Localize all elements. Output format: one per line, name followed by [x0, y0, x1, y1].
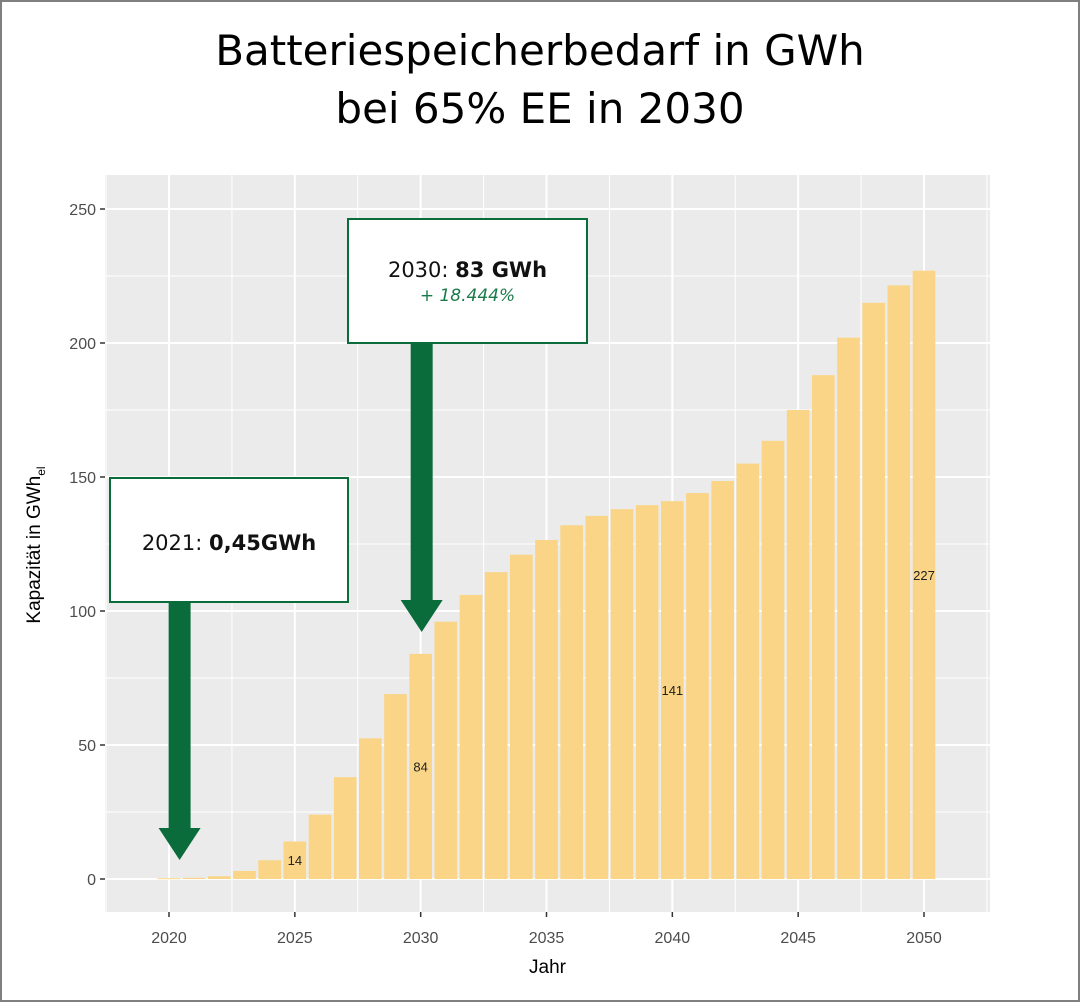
bar-2030: [409, 653, 432, 879]
x-tick-label: 2040: [655, 930, 691, 947]
bar-2033: [484, 572, 508, 879]
bar-2050: [912, 270, 936, 879]
annotation-2021-value: 0,45GWh: [209, 531, 317, 555]
x-tick-label: 2045: [780, 930, 816, 947]
data-label: 14: [288, 853, 302, 868]
annotation-2030-growth: + 18.444%: [419, 286, 516, 306]
annotation-2030: 2030: 83 GWh + 18.444%: [347, 218, 588, 344]
x-tick-label: 2025: [277, 930, 313, 947]
bar-2021: [182, 877, 206, 879]
x-tick-label: 2050: [906, 930, 942, 947]
chart-subtitle: bei 65% EE in 2030: [335, 84, 745, 133]
bar-2032: [459, 594, 483, 879]
bar-2041: [686, 493, 709, 879]
bar-2047: [837, 337, 860, 879]
bar-2040: [661, 501, 684, 879]
annotation-2030-prefix: 2030:: [387, 258, 456, 282]
chart-title: Batteriespeicherbedarf in GWh: [215, 26, 865, 75]
bar-2024: [258, 860, 281, 879]
arrow-down-icon: [158, 600, 201, 860]
y-tick-label: 150: [69, 470, 96, 487]
bar-2039: [635, 505, 659, 879]
bar-2046: [812, 375, 835, 879]
bar-2028: [359, 738, 382, 879]
y-tick-label: 250: [69, 202, 96, 219]
bar-2048: [862, 302, 885, 879]
bar-2037: [585, 515, 609, 879]
data-label: 141: [661, 683, 683, 698]
y-tick-label: 100: [69, 604, 96, 621]
x-tick-label: 2035: [529, 930, 565, 947]
x-axis-title: Jahr: [529, 957, 567, 978]
y-tick-label: 200: [69, 336, 96, 353]
bar-2031: [434, 621, 458, 879]
x-tick-label: 2030: [403, 930, 439, 947]
bar-2026: [308, 814, 332, 879]
arrow-down-icon: [400, 342, 443, 632]
data-label: 227: [913, 568, 935, 583]
y-tick-label: 50: [78, 738, 96, 755]
bar-2038: [610, 509, 634, 879]
bar-2020: [157, 878, 181, 880]
data-label: 84: [413, 759, 427, 774]
bar-2036: [560, 525, 583, 879]
y-axis-title-subscript: el: [34, 466, 48, 475]
bar-2049: [887, 285, 911, 879]
bar-2035: [535, 539, 558, 879]
y-axis-title: Kapazität in GWhel: [24, 466, 48, 623]
bar-2034: [510, 554, 533, 879]
bar-2027: [333, 777, 357, 879]
bar-2025: [283, 841, 307, 879]
annotation-2021-prefix: 2021:: [141, 531, 210, 555]
bar-2044: [761, 440, 785, 879]
bar-2022: [208, 876, 231, 879]
bar-2043: [736, 463, 760, 879]
annotation-2021: 2021: 0,45GWh: [109, 477, 349, 603]
x-tick-label: 2020: [151, 930, 187, 947]
bar-2029: [384, 694, 407, 879]
bar-2023: [233, 870, 256, 879]
bar-2042: [711, 481, 734, 879]
y-tick-label: 0: [87, 872, 96, 889]
annotation-2030-value: 83 GWh: [455, 258, 548, 282]
bar-2045: [786, 410, 810, 879]
